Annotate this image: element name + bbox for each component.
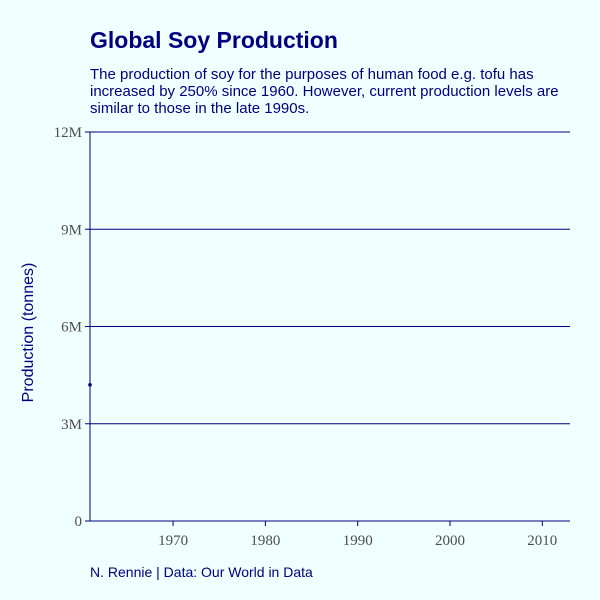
x-tick-label: 2010	[527, 533, 557, 549]
x-tick-label: 1970	[158, 533, 188, 549]
x-tick-label: 2000	[435, 533, 465, 549]
y-tick-label: 9M	[61, 222, 82, 238]
chart-caption: N. Rennie | Data: Our World in Data	[90, 564, 313, 580]
tick-labels: 0 3M 6M 9M 12M 1970 1980 1990 2000 2010	[54, 125, 558, 549]
chart-subtitle: The production of soy for the purposes o…	[90, 66, 559, 117]
y-tick-label: 6M	[61, 320, 82, 336]
data-point	[88, 383, 92, 387]
series	[88, 383, 92, 387]
x-tick-label: 1990	[343, 533, 373, 549]
y-tick-label: 0	[75, 514, 83, 530]
y-tick-label: 3M	[61, 417, 82, 433]
chart-title: Global Soy Production	[90, 27, 338, 53]
y-axis-label: Production (tonnes)	[20, 263, 37, 403]
axes	[85, 131, 570, 526]
y-tick-label: 12M	[54, 125, 82, 141]
gridlines	[90, 131, 570, 425]
x-tick-label: 1980	[250, 533, 280, 549]
